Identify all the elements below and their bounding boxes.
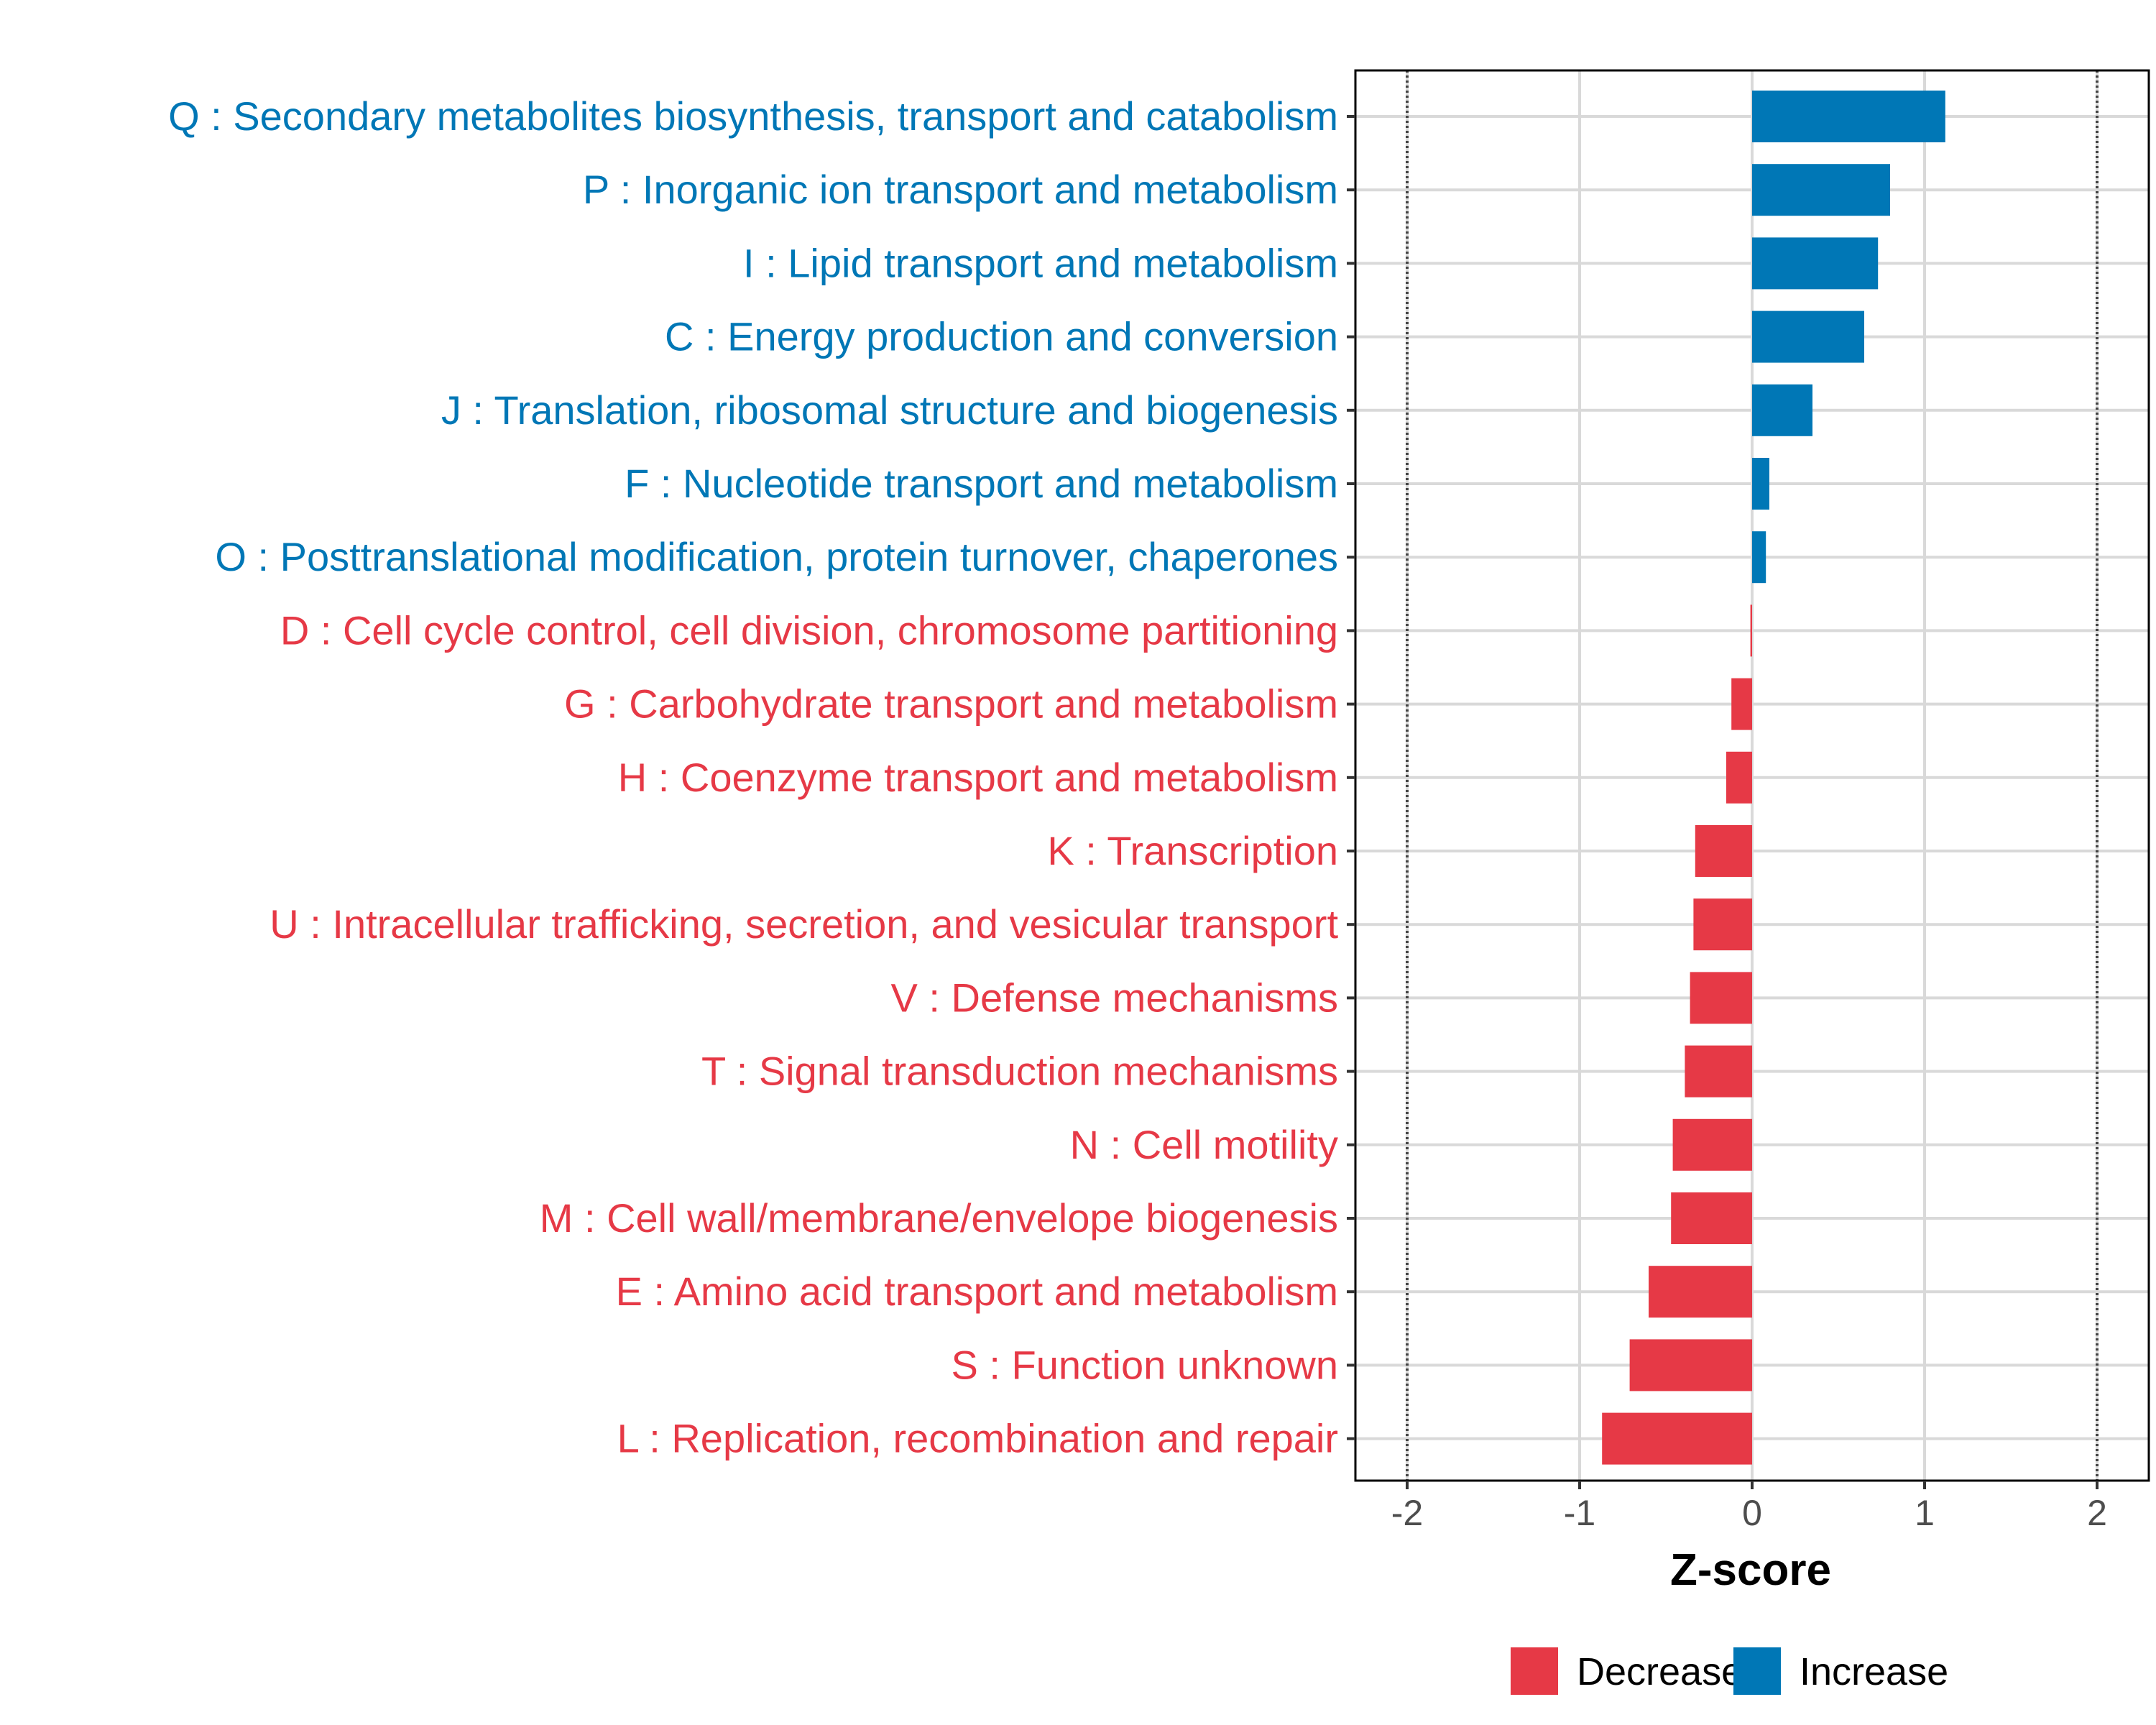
category-label: Q : Secondary metabolites biosynthesis, …: [168, 93, 1338, 139]
legend-label: Increase: [1800, 1650, 1948, 1693]
bar: [1750, 604, 1752, 657]
bar: [1693, 898, 1752, 951]
x-axis-title: Z-score: [1670, 1545, 1831, 1595]
x-axis: -2 -1 0 1 2: [1391, 1481, 2107, 1533]
category-label: O : Posttranslational modification, prot…: [215, 534, 1338, 579]
category-label: V : Defense mechanisms: [891, 975, 1338, 1020]
category-label: G : Carbohydrate transport and metabolis…: [564, 681, 1338, 727]
x-tick-label: 0: [1742, 1493, 1762, 1533]
category-label: I : Lipid transport and metabolism: [743, 240, 1338, 285]
x-tick-label: 1: [1915, 1493, 1935, 1533]
bar: [1672, 1118, 1752, 1171]
category-label: F : Nucleotide transport and metabolism: [625, 461, 1338, 506]
category-label: H : Coenzyme transport and metabolism: [618, 755, 1338, 800]
x-tick-label: -2: [1391, 1493, 1423, 1533]
category-label: E : Amino acid transport and metabolism: [616, 1269, 1338, 1314]
category-label: S : Function unknown: [951, 1342, 1338, 1387]
x-tick-label: -1: [1564, 1493, 1595, 1533]
bar: [1726, 751, 1752, 804]
category-label: J : Translation, ribosomal structure and…: [441, 387, 1338, 433]
bars-layer: [1602, 91, 1945, 1465]
legend-swatch: [1733, 1647, 1781, 1695]
bar: [1671, 1192, 1752, 1244]
category-label: P : Inorganic ion transport and metaboli…: [583, 167, 1338, 212]
legend-swatch: [1511, 1647, 1558, 1695]
bar: [1690, 972, 1752, 1024]
legend: Decrease Increase: [1511, 1647, 1948, 1695]
legend-label: Decrease: [1577, 1650, 1743, 1693]
category-label: U : Intracellular trafficking, secretion…: [270, 901, 1338, 947]
bar: [1752, 237, 1879, 290]
bar: [1752, 384, 1812, 436]
bar: [1695, 825, 1752, 877]
bar: [1752, 164, 1890, 216]
category-labels: Q : Secondary metabolites biosynthesis, …: [168, 93, 1355, 1461]
bar: [1602, 1412, 1752, 1465]
bar: [1752, 310, 1864, 363]
category-label: K : Transcription: [1047, 828, 1338, 873]
category-label: D : Cell cycle control, cell division, c…: [280, 607, 1338, 653]
category-label: M : Cell wall/membrane/envelope biogenes…: [540, 1195, 1338, 1241]
category-label: L : Replication, recombination and repai…: [617, 1416, 1338, 1461]
category-label: N : Cell motility: [1070, 1122, 1338, 1167]
bar: [1731, 678, 1752, 730]
bar: [1629, 1339, 1752, 1392]
x-tick-label: 2: [2087, 1493, 2107, 1533]
bar: [1752, 458, 1769, 510]
category-label: T : Signal transduction mechanisms: [701, 1049, 1338, 1094]
bar: [1649, 1266, 1752, 1318]
bar: [1752, 531, 1766, 584]
bar: [1752, 91, 1945, 142]
bar: [1685, 1045, 1752, 1098]
category-label: C : Energy production and conversion: [665, 314, 1338, 359]
